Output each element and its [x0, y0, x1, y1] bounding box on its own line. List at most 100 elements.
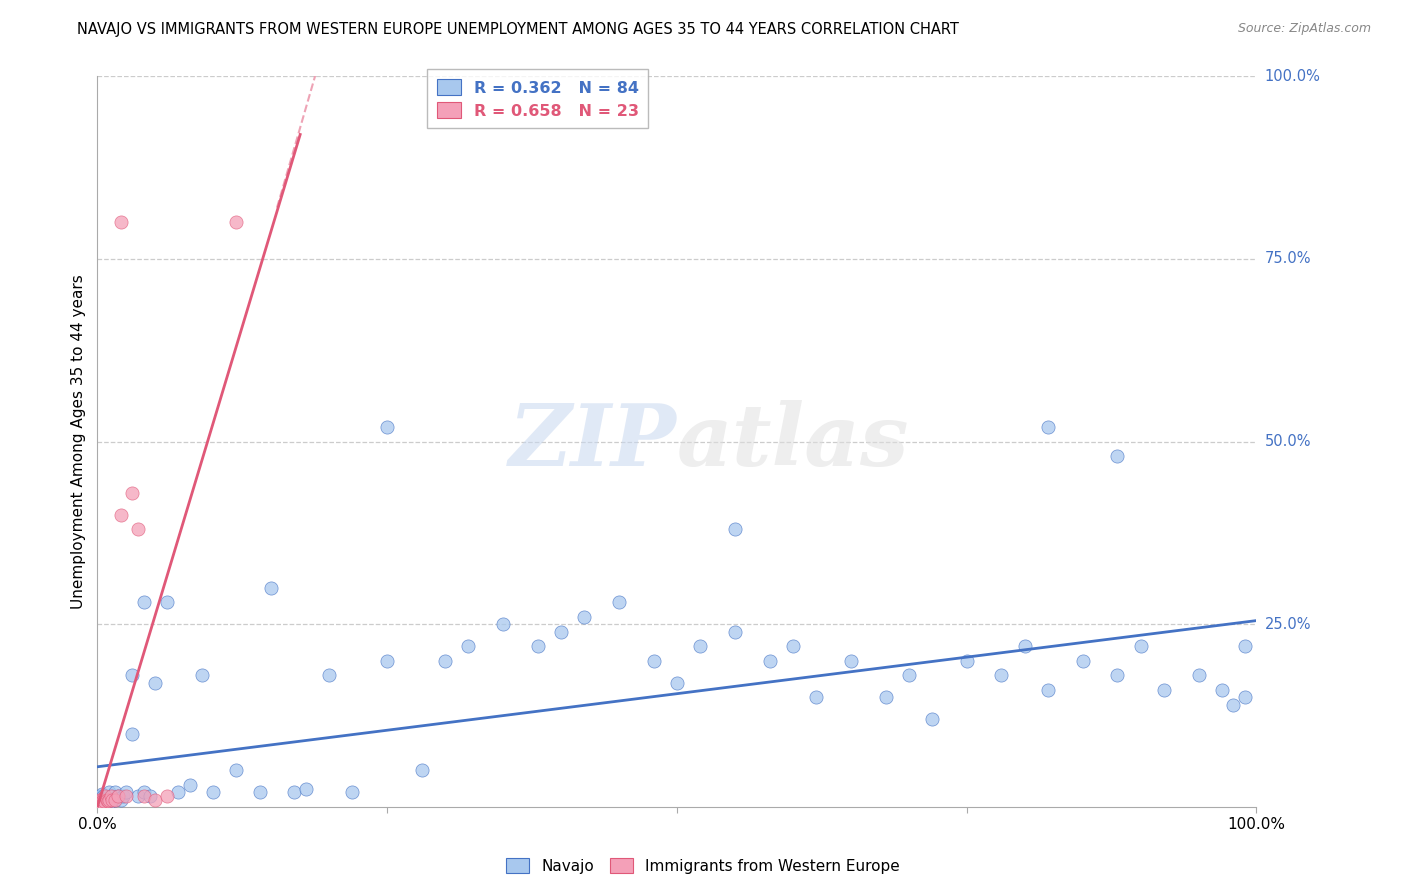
Point — [104, 785, 127, 799]
Point — [94, 789, 117, 803]
Point — [143, 675, 166, 690]
Point — [97, 789, 120, 803]
Point — [190, 668, 212, 682]
Point — [375, 654, 398, 668]
Point — [87, 797, 110, 811]
Point — [990, 668, 1012, 682]
Point — [804, 690, 827, 705]
Point — [607, 595, 630, 609]
Point — [110, 215, 132, 229]
Point — [132, 785, 155, 799]
Point — [921, 712, 943, 726]
Point — [167, 785, 190, 799]
Text: atlas: atlas — [676, 400, 910, 483]
Text: 25.0%: 25.0% — [1265, 616, 1312, 632]
Point — [90, 797, 112, 811]
Point — [225, 764, 247, 778]
Point — [375, 420, 398, 434]
Point — [94, 789, 117, 803]
Point — [782, 639, 804, 653]
Point — [104, 792, 127, 806]
Point — [90, 794, 112, 808]
Text: 50.0%: 50.0% — [1265, 434, 1312, 449]
Text: Source: ZipAtlas.com: Source: ZipAtlas.com — [1237, 22, 1371, 36]
Point — [295, 781, 318, 796]
Point — [724, 624, 747, 639]
Point — [132, 789, 155, 803]
Point — [91, 797, 114, 811]
Point — [93, 797, 115, 811]
Point — [689, 639, 711, 653]
Point — [1036, 420, 1059, 434]
Point — [225, 215, 247, 229]
Point — [202, 785, 225, 799]
Point — [138, 789, 160, 803]
Point — [115, 785, 138, 799]
Point — [91, 794, 114, 808]
Point — [127, 789, 149, 803]
Point — [1129, 639, 1152, 653]
Legend: Navajo, Immigrants from Western Europe: Navajo, Immigrants from Western Europe — [501, 852, 905, 880]
Point — [1233, 639, 1256, 653]
Point — [93, 794, 115, 808]
Point — [132, 595, 155, 609]
Legend: R = 0.362   N = 84, R = 0.658   N = 23: R = 0.362 N = 84, R = 0.658 N = 23 — [427, 70, 648, 128]
Point — [91, 787, 114, 801]
Point — [1153, 683, 1175, 698]
Point — [665, 675, 688, 690]
Point — [96, 791, 118, 805]
Point — [643, 654, 665, 668]
Point — [1222, 698, 1244, 712]
Point — [121, 668, 143, 682]
Point — [100, 792, 122, 806]
Point — [89, 789, 111, 803]
Point — [115, 789, 138, 803]
Point — [143, 792, 166, 806]
Point — [550, 624, 572, 639]
Point — [492, 617, 515, 632]
Point — [100, 789, 122, 803]
Point — [87, 792, 110, 806]
Point — [411, 764, 433, 778]
Point — [104, 792, 127, 806]
Point — [897, 668, 920, 682]
Point — [107, 789, 129, 803]
Point — [91, 792, 114, 806]
Point — [1014, 639, 1036, 653]
Point — [97, 797, 120, 811]
Point — [758, 654, 780, 668]
Point — [249, 785, 271, 799]
Point — [96, 792, 118, 806]
Point — [111, 789, 134, 803]
Point — [91, 797, 114, 811]
Point — [156, 789, 179, 803]
Point — [724, 522, 747, 536]
Point — [342, 785, 364, 799]
Text: ZIP: ZIP — [509, 400, 676, 483]
Point — [93, 792, 115, 806]
Point — [1107, 449, 1129, 463]
Point — [89, 792, 111, 806]
Point — [97, 792, 120, 806]
Point — [260, 581, 283, 595]
Point — [572, 610, 595, 624]
Point — [457, 639, 479, 653]
Point — [1071, 654, 1094, 668]
Point — [91, 792, 114, 806]
Text: 100.0%: 100.0% — [1265, 69, 1320, 84]
Point — [89, 797, 111, 811]
Point — [1233, 690, 1256, 705]
Point — [101, 789, 124, 803]
Point — [96, 794, 118, 808]
Text: NAVAJO VS IMMIGRANTS FROM WESTERN EUROPE UNEMPLOYMENT AMONG AGES 35 TO 44 YEARS : NAVAJO VS IMMIGRANTS FROM WESTERN EUROPE… — [77, 22, 959, 37]
Point — [110, 508, 132, 522]
Point — [90, 797, 112, 811]
Point — [434, 654, 457, 668]
Point — [127, 522, 149, 536]
Point — [318, 668, 340, 682]
Point — [875, 690, 897, 705]
Y-axis label: Unemployment Among Ages 35 to 44 years: Unemployment Among Ages 35 to 44 years — [72, 274, 86, 609]
Point — [283, 785, 305, 799]
Point — [1187, 668, 1209, 682]
Point — [107, 789, 129, 803]
